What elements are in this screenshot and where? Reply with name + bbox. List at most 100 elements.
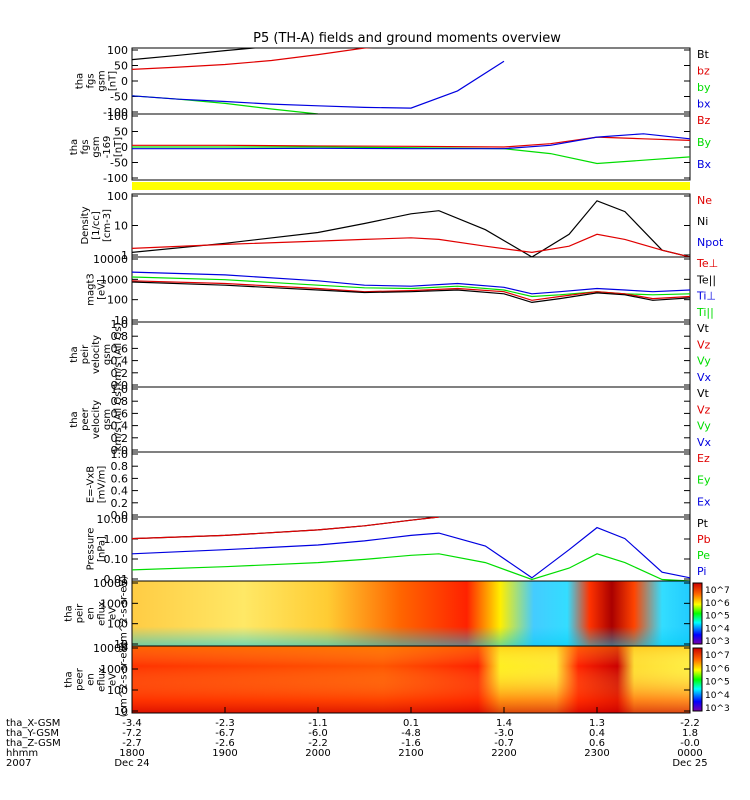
- y-tick-label: 10000: [93, 642, 128, 655]
- y-label-line: tha: [69, 139, 80, 155]
- series-bz: [132, 48, 373, 70]
- legend-Vt: Vt: [697, 387, 710, 400]
- y-label-line: en: [86, 607, 97, 620]
- legend-Vx: Vx: [697, 371, 712, 384]
- x-value: 1900: [212, 748, 237, 759]
- y-axis-label: tha fgs gsm [nT]: [75, 70, 119, 91]
- x-value: -2.3: [215, 718, 235, 729]
- x-value: -0.7: [494, 738, 514, 749]
- spectrogram-shading: [132, 646, 690, 713]
- y-tick-label: 100: [107, 618, 128, 631]
- x-row-label: hhmm: [6, 748, 38, 759]
- series-Te||: [132, 281, 690, 304]
- legend-Vt: Vt: [697, 322, 710, 335]
- legend-Ti⊥: Ti⊥: [696, 290, 716, 303]
- x-value: 2000: [305, 748, 330, 759]
- y-tick-label: 100: [107, 684, 128, 697]
- y-tick-label: 1.0: [111, 448, 129, 461]
- y-tick-label: 0.4: [111, 355, 129, 368]
- y-label-line: [1/cc]: [91, 211, 102, 240]
- y-tick-label: 50: [114, 126, 128, 139]
- y-tick-label: 10: [114, 705, 128, 718]
- y-label-line: magt3: [86, 273, 97, 306]
- x-value: -2.2: [680, 718, 700, 729]
- y-tick-label: 100: [107, 190, 128, 203]
- legend-Pe: Pe: [697, 549, 710, 562]
- legend-Vz: Vz: [697, 403, 711, 416]
- y-tick-label: 0: [121, 75, 128, 88]
- y-label-line: -169: [102, 136, 113, 159]
- y-label-line: peer: [75, 667, 86, 691]
- series-Te⊥: [132, 280, 690, 301]
- colorbar-label: 10^3: [705, 704, 730, 714]
- x-value: 0000: [677, 748, 702, 759]
- y-tick-label: 1.0: [111, 318, 129, 331]
- series-Pb: [132, 517, 439, 540]
- y-label-line: tha: [75, 73, 86, 89]
- panel-frame: [131, 386, 691, 453]
- y-axis-label: Pressure [nPa]: [86, 528, 108, 571]
- y-label-line: [nPa]: [97, 536, 108, 562]
- y-tick-label: 10000: [93, 253, 128, 266]
- legend-Pb: Pb: [697, 533, 711, 546]
- y-tick-label: 0.0: [111, 444, 129, 457]
- legend-Ey: Ey: [697, 474, 711, 487]
- legend-Ni: Ni: [697, 215, 708, 228]
- colorbar-label: 10^7: [705, 586, 730, 596]
- y-tick-label: 0.4: [111, 420, 129, 433]
- y-label-line: fgs: [86, 73, 97, 88]
- legend-Bt: Bt: [697, 48, 710, 61]
- y-label-line: velocity: [91, 335, 102, 374]
- x-value: -1.1: [308, 718, 328, 729]
- y-tick-label: 0.0: [111, 509, 129, 522]
- y-tick-label: 10: [114, 638, 128, 651]
- series-Pt: [132, 517, 439, 540]
- y-label-line: gsm: [102, 344, 113, 365]
- y-axis-label: tha peir velocity gsm km/s (All Qs): [69, 323, 124, 387]
- x-value: Dec 24: [114, 758, 149, 769]
- y-tick-label: 1.00: [104, 533, 129, 546]
- y-label-line: gsm: [91, 136, 102, 157]
- legend-By: By: [697, 136, 712, 149]
- x-value: -1.6: [401, 738, 421, 749]
- legend-Te||: Te||: [696, 273, 716, 286]
- x-value: 2300: [584, 748, 609, 759]
- y-label-line: tha: [69, 411, 80, 427]
- x-value: -0.0: [680, 738, 700, 749]
- x-value: -2.2: [308, 738, 328, 749]
- legend-Ne: Ne: [697, 194, 712, 207]
- y-tick-label: 0.8: [111, 330, 129, 343]
- colorbar-label: 10^4: [705, 624, 730, 634]
- series-By: [132, 146, 690, 165]
- x-value: 1800: [119, 748, 144, 759]
- panel-temp: 10000 1000 100 10 magt3 [eV] Te⊥ Te|| Ti⊥ Ti||: [86, 253, 719, 327]
- x-row-label: 2007: [6, 758, 31, 769]
- y-label-line: [nT]: [108, 71, 119, 91]
- legend-Pt: Pt: [697, 517, 709, 530]
- y-label-line: velocity: [91, 400, 102, 439]
- y-axis-label: tha peer velocity gsm km/s (All Qs): [69, 388, 124, 452]
- colorbar-label: 10^5: [705, 678, 730, 688]
- x-value: -6.0: [308, 728, 328, 739]
- y-axis-label: E=-VxB [mV/m]: [86, 466, 108, 504]
- y-tick-label: 0.6: [111, 407, 129, 420]
- y-label-line: en: [86, 673, 97, 686]
- y-tick-label: -50: [110, 91, 128, 104]
- x-value: -2.6: [215, 738, 235, 749]
- y-axis-label: tha peir en eflux eV (cm^2-s-sr-eV): [64, 576, 130, 652]
- x-value: 1.4: [496, 718, 512, 729]
- series-Bz: [132, 136, 690, 148]
- y-label-line: [nT]: [113, 137, 124, 157]
- panel-fgl: 100 50 0 -50 -100 tha fgs gsm -169 [nT] Bz By Bx: [69, 110, 712, 185]
- legend-Npot: Npot: [697, 236, 724, 249]
- legend-Vx: Vx: [697, 436, 712, 449]
- x-row-label: tha_X-GSM: [6, 718, 60, 729]
- series-Ti⊥: [132, 271, 690, 295]
- panel-frame: [131, 451, 691, 518]
- y-label-line: fgs: [80, 139, 91, 154]
- series-bx: [132, 60, 505, 109]
